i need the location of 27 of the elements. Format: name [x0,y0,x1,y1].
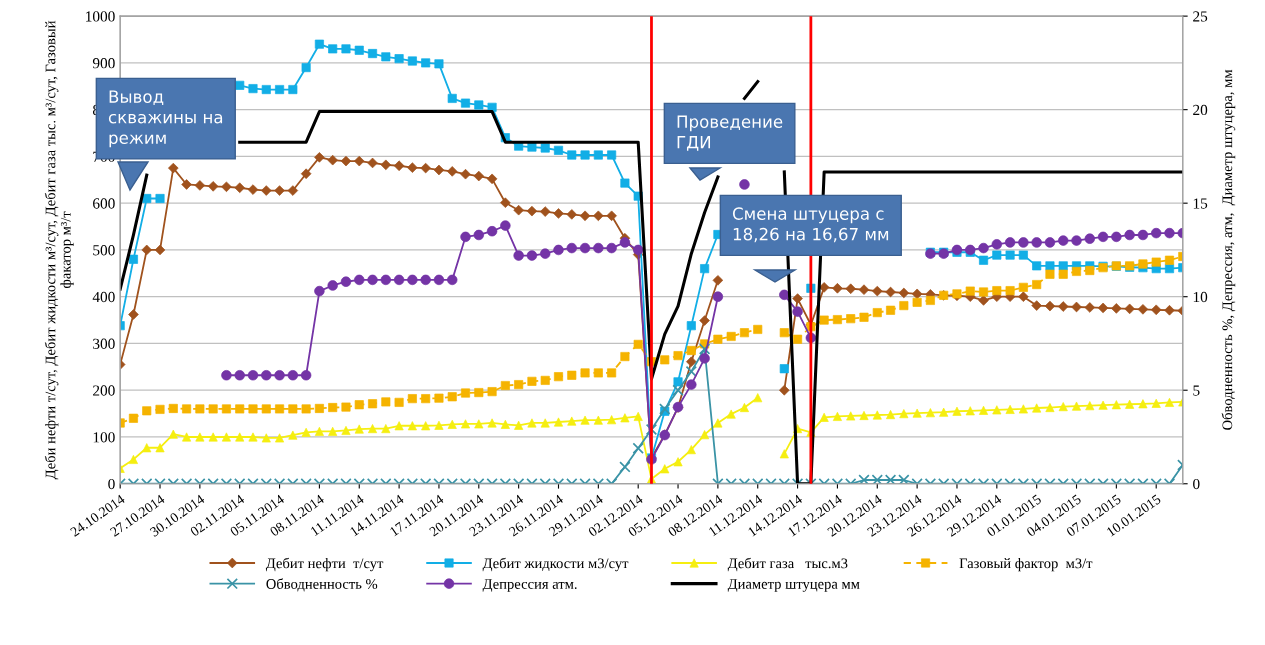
y-axis-title: Деби нефти т/сут, Дебит жидкости м³/сут, Дебит газа тыс. м³/сут, Газовый факатор м³/т [44,20,74,480]
y-tick-label: 100 [93,432,115,443]
y2-tick-label: 20 [1193,104,1208,116]
y2-tick-label: 10 [1193,291,1208,303]
y2-axis-title: Обводненность %, Депрессия, атм, Диаметр штуцера, мм [1221,69,1236,430]
y2-tick-label: 0 [1193,478,1200,490]
y-tick-label: 500 [93,245,115,256]
annotation: Смена штуцера с 18,26 на 16,67 мм [732,207,889,243]
legend-label: Депрессия атм. [482,579,577,592]
y-tick-label: 600 [93,198,115,209]
y-tick-label: 900 [92,58,115,69]
legend-label: Газовый фактор м3/т [959,557,1093,572]
y-tick-label: 200 [93,385,115,396]
y-tick-label: 1000 [86,11,115,22]
y2-tick-label: 15 [1193,198,1208,209]
annotation: Вывод скважины на режим [108,90,223,148]
y-tick-label: 0 [108,478,115,490]
y-tick-label: 400 [92,291,115,303]
legend-label: Дебит нефти т/сут [265,557,384,572]
legend-label: Диаметр штуцера мм [727,579,860,592]
y2-tick-label: 25 [1193,11,1208,22]
legend-label: Дебит газа тыс.м3 [727,557,848,572]
legend-label: Обводненность % [266,578,378,592]
y2-tick-label: 5 [1193,385,1200,396]
legend-label: Дебит жидкости м3/сут [482,557,629,572]
y-tick-label: 300 [93,338,115,349]
annotation: Проведение ГДИ [677,115,783,151]
